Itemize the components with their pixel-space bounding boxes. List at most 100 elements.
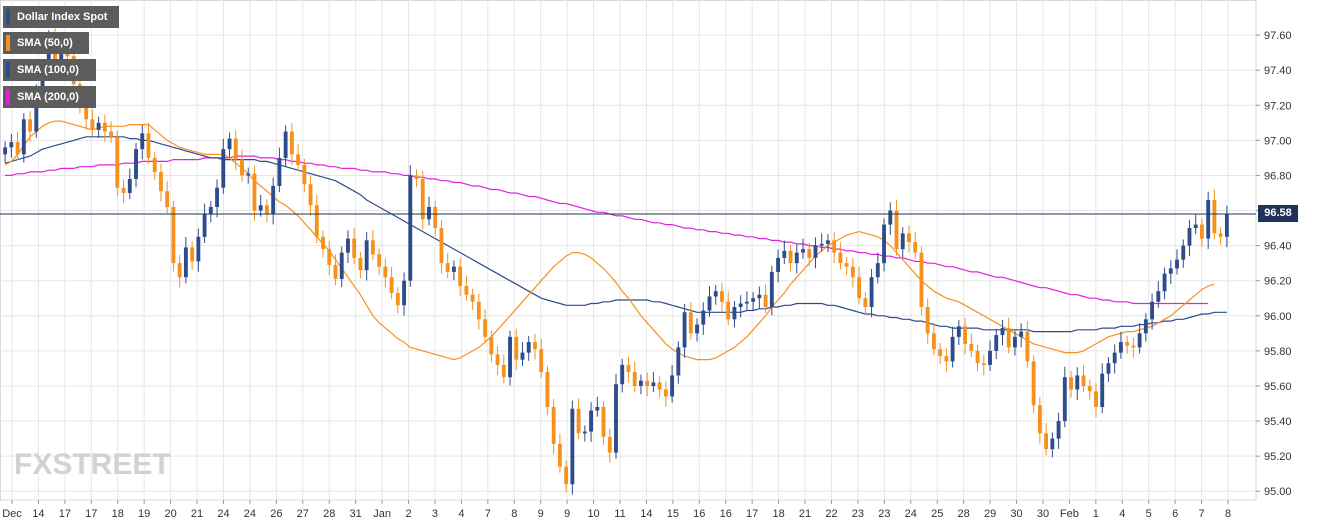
candle-body [159, 171, 163, 192]
candle-body [439, 228, 444, 264]
candle-body [1087, 385, 1092, 392]
candle-body [1193, 224, 1198, 229]
x-tick-label: 18 [112, 508, 124, 520]
x-tick-label: 6 [1172, 508, 1178, 520]
candle-body [102, 122, 107, 132]
candle-body [726, 301, 731, 320]
candle-body [264, 205, 269, 215]
candle-body [620, 364, 625, 385]
x-tick-label: 17 [746, 508, 758, 520]
candle-body [1069, 377, 1073, 390]
candle-body [738, 303, 743, 308]
candle-body [1156, 291, 1161, 302]
x-tick-label: 27 [297, 508, 309, 520]
candle-body [227, 138, 232, 150]
candle-body [1056, 421, 1061, 439]
candle-body [246, 173, 251, 176]
x-tick-label: 1 [1093, 508, 1099, 520]
legend-swatch-sma50 [6, 35, 10, 51]
candle-body [289, 131, 294, 155]
candle-body [252, 173, 257, 211]
candle-body [389, 277, 394, 293]
x-tick-label: 7 [485, 508, 491, 520]
candle-body [377, 254, 382, 267]
candle-body [826, 240, 830, 244]
candle-body [240, 159, 244, 176]
candle-body [969, 343, 974, 351]
candle-body [514, 336, 519, 360]
candle-body [788, 250, 793, 264]
candle-body [152, 157, 157, 172]
candle-body [539, 349, 544, 372]
y-tick-label: 96.40 [1264, 241, 1292, 253]
x-tick-label: 17 [59, 508, 71, 520]
candle-body [907, 233, 911, 243]
x-tick-label: 8 [511, 508, 517, 520]
candle-body [258, 205, 263, 211]
candle-body [564, 466, 569, 485]
candle-body [607, 436, 612, 453]
candle-body [589, 410, 593, 432]
candle-body [533, 342, 537, 350]
candle-body [1131, 345, 1136, 348]
candle-body [28, 119, 32, 132]
x-tick-label: 23 [852, 508, 864, 520]
candle-body [470, 294, 475, 302]
y-tick-label: 95.40 [1264, 416, 1292, 428]
candle-body [277, 157, 282, 186]
x-tick-label: 23 [878, 508, 890, 520]
candle-body [420, 178, 425, 220]
candle-body [1094, 391, 1098, 408]
x-tick-label: 10 [587, 508, 599, 520]
candle-body [196, 236, 201, 262]
candle-body [127, 178, 132, 193]
candle-body [1100, 373, 1105, 408]
x-tick-label: 29 [984, 508, 996, 520]
candle-body [1224, 214, 1229, 237]
x-tick-label: 24 [244, 508, 256, 520]
candle-body [832, 240, 837, 253]
candle-body [1112, 352, 1117, 364]
candle-body [744, 301, 749, 304]
y-tick-label: 97.20 [1264, 100, 1292, 112]
legend-label-sma100: SMA (100,0) [17, 64, 79, 76]
candle-body [395, 292, 400, 306]
candle-body [919, 252, 924, 308]
candle-body [233, 138, 238, 160]
candle-body [215, 187, 219, 208]
x-tick-label: 26 [270, 508, 282, 520]
candle-body [1075, 375, 1080, 390]
candle-body [1031, 361, 1036, 406]
candle-body [757, 294, 762, 299]
x-tick-label: 21 [799, 508, 811, 520]
candle-body [557, 443, 562, 467]
candle-body [321, 236, 325, 250]
candle-body [850, 266, 855, 278]
candle-body [913, 242, 918, 253]
candle-body [551, 407, 556, 444]
candle-body [1062, 377, 1067, 422]
current-price-tag: 96.58 [1258, 205, 1298, 222]
candle-body [769, 271, 774, 308]
candle-body [84, 105, 89, 120]
x-tick-label: 14 [32, 508, 44, 520]
candle-body [663, 389, 668, 397]
candle-body [333, 264, 338, 279]
x-tick-label: 28 [323, 508, 335, 520]
x-tick-label: 21 [191, 508, 203, 520]
candle-body [869, 277, 874, 308]
candle-body [1125, 342, 1130, 346]
candle-body [464, 285, 469, 295]
legend-label-sma50: SMA (50,0) [17, 37, 73, 49]
x-tick-label: 14 [640, 508, 652, 520]
x-tick-label: 3 [432, 508, 438, 520]
candle-body [894, 210, 899, 250]
sma50-line [4, 120, 1215, 361]
candle-body [109, 131, 114, 137]
candle-body [713, 291, 718, 297]
candle-body [657, 382, 662, 390]
candle-body [1200, 224, 1204, 239]
candle-body [595, 407, 600, 411]
candle-body [838, 252, 843, 264]
